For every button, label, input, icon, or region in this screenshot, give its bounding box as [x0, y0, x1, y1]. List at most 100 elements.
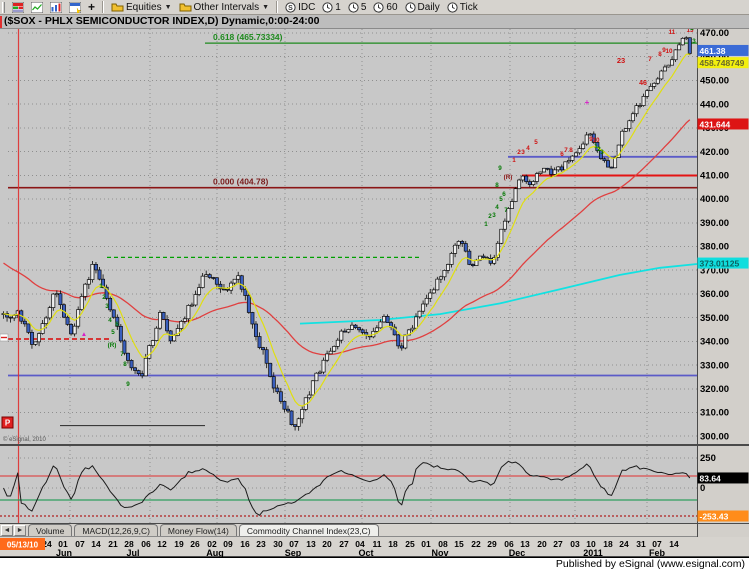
svg-text:7: 7: [504, 207, 508, 214]
svg-text:13: 13: [306, 539, 316, 549]
svg-text:300.00: 300.00: [700, 431, 729, 442]
left-edge-marker: [0, 333, 9, 342]
svg-text:458.748749: 458.748749: [700, 58, 745, 68]
date-axis: [0, 537, 749, 557]
svg-text:350.00: 350.00: [700, 313, 729, 324]
chart-window-button[interactable]: [29, 1, 45, 14]
svg-text:0: 0: [700, 483, 705, 494]
svg-text:380.00: 380.00: [700, 242, 729, 253]
chart-canvas[interactable]: 470.00460.00450.00440.00430.00420.00410.…: [0, 29, 749, 557]
svg-text:450.00: 450.00: [700, 76, 729, 87]
svg-text:400.00: 400.00: [700, 194, 729, 205]
svg-text:410.00: 410.00: [700, 171, 729, 182]
svg-text:Dec: Dec: [509, 548, 526, 557]
window-layout-button[interactable]: [67, 1, 83, 14]
copyright-text: © eSignal, 2010: [3, 436, 46, 443]
interval-1-button[interactable]: 1: [320, 1, 343, 14]
chart2-icon: [50, 1, 62, 13]
axis-badge: 83.64: [697, 472, 749, 484]
idc-button[interactable]: S IDC: [283, 1, 317, 14]
add-symbol-button[interactable]: +: [86, 1, 97, 14]
svg-text:4: 4: [526, 145, 530, 152]
chevron-down-icon: ▼: [262, 3, 270, 11]
svg-text:07: 07: [289, 539, 299, 549]
ma-cyan-line: [299, 263, 698, 325]
overlay-lines[interactable]: [0, 42, 697, 427]
tabs-scroll-right-button[interactable]: ►: [14, 525, 26, 536]
svg-text:18: 18: [388, 539, 398, 549]
svg-text:6: 6: [560, 151, 564, 158]
other-intervals-menu[interactable]: Other Intervals ▼: [177, 1, 272, 14]
svg-text:431.644: 431.644: [700, 119, 731, 129]
svg-text:5: 5: [111, 329, 115, 336]
fib-label: 0.000 (404.78): [213, 177, 268, 187]
svg-text:370.00: 370.00: [700, 265, 729, 276]
svg-text:27: 27: [339, 539, 349, 549]
tab-macd[interactable]: MACD(12,26,9,C): [74, 524, 158, 536]
cursor-tick: [0, 16, 2, 28]
interval-1-label: 1: [335, 1, 341, 13]
tab-money-flow[interactable]: Money Flow(14): [159, 524, 237, 536]
toolbar-grip[interactable]: [2, 1, 5, 13]
svg-text:14: 14: [91, 539, 101, 549]
quote-board-button[interactable]: [10, 1, 26, 14]
svg-text:08: 08: [438, 539, 448, 549]
gridlines: [8, 29, 697, 523]
svg-text:06: 06: [504, 539, 514, 549]
svg-text:07: 07: [652, 539, 662, 549]
main-pane: [0, 29, 697, 444]
ma-red-line: [3, 119, 691, 356]
svg-text:8: 8: [123, 361, 127, 368]
svg-text:330.00: 330.00: [700, 360, 729, 371]
equities-menu[interactable]: Equities ▼: [109, 1, 174, 14]
replay-button[interactable]: P: [1, 416, 14, 429]
svg-text:13: 13: [520, 539, 530, 549]
svg-text:19: 19: [174, 539, 184, 549]
interval-tick-button[interactable]: Tick: [445, 1, 480, 14]
svg-text:Aug: Aug: [206, 548, 224, 557]
indicator-tabs: ◄ ► Volume MACD(12,26,9,C) Money Flow(14…: [0, 524, 697, 537]
svg-text:360.00: 360.00: [700, 289, 729, 300]
clock-icon: [404, 1, 416, 13]
cci-pane: [0, 446, 697, 523]
svg-text:4: 4: [108, 317, 112, 324]
chart-area[interactable]: 470.00460.00450.00440.00430.00420.00410.…: [0, 29, 749, 557]
interval-daily-button[interactable]: Daily: [403, 1, 442, 14]
svg-text:1: 1: [512, 157, 516, 164]
new-chart-button[interactable]: [48, 1, 64, 14]
svg-text:83.64: 83.64: [700, 473, 722, 483]
plus-icon: +: [88, 0, 96, 14]
svg-text:20: 20: [537, 539, 547, 549]
svg-text:23: 23: [256, 539, 266, 549]
svg-text:13: 13: [686, 29, 694, 34]
svg-text:22: 22: [471, 539, 481, 549]
axis-badge: 458.748749: [697, 57, 749, 69]
axis-badge: -253.43: [697, 510, 749, 522]
chart-title-bar: ($SOX - PHLX SEMICONDUCTOR INDEX,D) Dyna…: [0, 15, 749, 29]
equities-label: Equities: [126, 1, 162, 13]
svg-text:7: 7: [564, 147, 568, 154]
svg-text:8: 8: [658, 51, 662, 58]
interval-60-button[interactable]: 60: [371, 1, 399, 14]
svg-text:23: 23: [617, 56, 625, 65]
svg-text:24: 24: [42, 539, 52, 549]
published-bar: Published by eSignal (www.esignal.com): [0, 557, 749, 570]
svg-text:11: 11: [373, 539, 382, 549]
svg-text:Sep: Sep: [285, 548, 302, 557]
other-intervals-label: Other Intervals: [193, 1, 260, 13]
axis-badge: 431.644: [697, 118, 749, 130]
folder-icon: [111, 3, 124, 12]
svg-text:5: 5: [499, 196, 503, 203]
tab-volume[interactable]: Volume: [28, 524, 73, 536]
tabs-scroll-left-button[interactable]: ◄: [1, 525, 13, 536]
svg-text:26: 26: [190, 539, 200, 549]
tab-cci[interactable]: Commodity Channel Index(23,C): [238, 524, 379, 536]
svg-text:S: S: [288, 5, 293, 12]
svg-text:6: 6: [502, 191, 506, 198]
svg-text:7: 7: [648, 56, 652, 63]
folder-icon: [179, 3, 192, 12]
pane-borders: [0, 29, 749, 557]
interval-5-button[interactable]: 5: [346, 1, 369, 14]
cci-line: [3, 460, 691, 516]
svg-text:Jun: Jun: [56, 548, 72, 557]
